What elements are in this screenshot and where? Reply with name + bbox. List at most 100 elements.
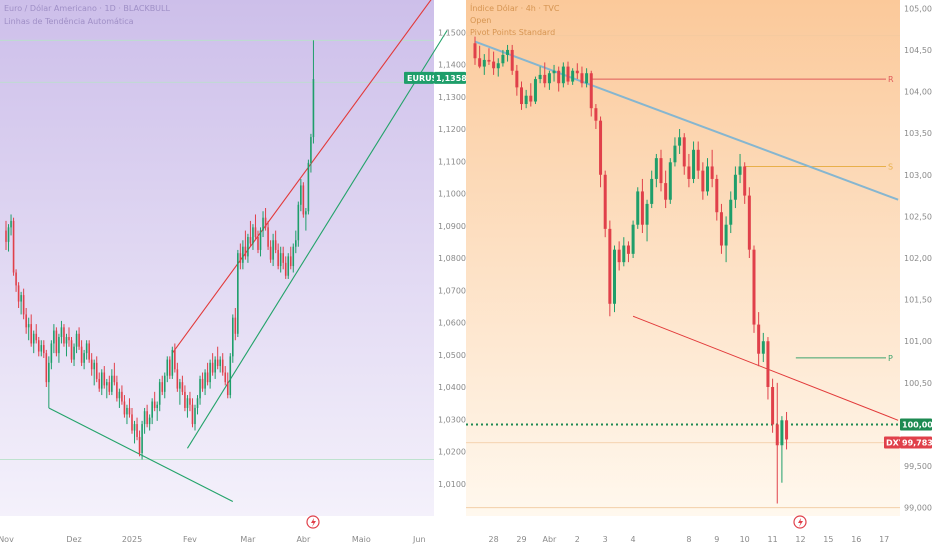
candle-body — [229, 356, 232, 396]
candle-body — [557, 70, 561, 84]
lightning-icon[interactable] — [306, 515, 320, 529]
candle — [143, 407, 146, 434]
time-scale[interactable]: Nov Dez 2025 Fev Mar Abr Maio Jun — [0, 535, 426, 544]
candle-body — [153, 401, 156, 408]
candle-body — [108, 382, 111, 392]
candle — [613, 245, 616, 313]
candle — [482, 54, 486, 75]
candle — [543, 62, 547, 88]
candle — [603, 170, 607, 238]
candle-body — [73, 346, 75, 360]
candle-body — [547, 73, 551, 84]
trendline-descending-support[interactable] — [632, 315, 899, 421]
candle-body — [111, 375, 113, 392]
candle — [43, 340, 45, 358]
candle-body — [757, 324, 761, 354]
candle-body — [103, 372, 106, 386]
chart-title: Índice Dólar · 4h · TVC — [470, 2, 560, 13]
candle — [297, 201, 300, 247]
pivot-label: S — [888, 162, 893, 171]
candle-body — [75, 333, 78, 347]
candle-body — [80, 346, 83, 363]
time-tick-label: Abr — [296, 535, 311, 544]
last-price-box — [434, 71, 466, 84]
price-scale[interactable]: 1,15000 1,14000 1,13000 1,12000 1,11000 1,100… — [438, 28, 466, 489]
candle — [146, 404, 148, 428]
candle-body — [292, 246, 295, 267]
candle — [17, 282, 20, 308]
candle — [176, 362, 179, 392]
candle — [95, 356, 98, 383]
candle — [510, 44, 514, 75]
candle-body — [252, 227, 254, 244]
candle-body — [35, 333, 38, 341]
candle — [179, 378, 181, 405]
time-tick-label: 2025 — [122, 535, 142, 544]
candle-body — [226, 382, 229, 396]
candle-body — [32, 333, 35, 344]
candle — [15, 269, 17, 292]
time-scale[interactable]: 28 29 Abr 2 3 4 8 9 10 11 12 15 16 17 — [489, 535, 890, 544]
candle — [5, 220, 7, 250]
trendline-lower-wedge[interactable] — [48, 407, 234, 502]
candle-body — [186, 398, 189, 408]
price-tick-label: 105,000 — [904, 4, 932, 13]
price-tick-label: 1,05000 — [438, 351, 466, 360]
candle — [696, 141, 700, 179]
lightning-icon[interactable] — [793, 515, 807, 529]
candle — [206, 362, 209, 386]
candle — [761, 332, 765, 363]
price-tick-label: 103,500 — [904, 129, 932, 138]
candle-body — [151, 401, 153, 418]
candle-body — [70, 340, 73, 360]
candle-body — [771, 387, 775, 425]
candle-body — [715, 178, 719, 213]
candle-body — [664, 183, 668, 200]
candle-body — [580, 73, 584, 84]
eurusd-chart-panel[interactable]: 1,15000 1,14000 1,13000 1,12000 1,11000 1,100… — [0, 0, 466, 550]
candle-body — [232, 317, 234, 357]
candle — [247, 233, 249, 263]
candle — [757, 312, 761, 367]
candle — [277, 243, 279, 270]
candle — [743, 162, 747, 204]
reference-price: 100,000 — [902, 420, 932, 429]
eurusd-chart-svg[interactable]: 1,15000 1,14000 1,13000 1,12000 1,11000 1,100… — [0, 0, 466, 550]
dxy-chart-svg[interactable]: R S P 105,000 104,500 104,000 103,500 103,000 1… — [466, 0, 932, 550]
dxy-chart-panel[interactable]: R S P 105,000 104,500 104,000 103,500 103,000 1… — [466, 0, 932, 550]
trendline-upper-channel[interactable] — [171, 0, 434, 354]
candle — [229, 353, 232, 399]
candle-body — [538, 74, 542, 80]
price-tick-label: 101,000 — [904, 337, 932, 346]
candle — [259, 227, 262, 257]
candle — [599, 116, 603, 188]
candle-body — [608, 228, 612, 304]
candle — [156, 401, 158, 421]
candle-body — [752, 249, 756, 325]
candle — [310, 133, 312, 173]
trendline-descending-resistance[interactable] — [474, 40, 899, 201]
candle-body — [12, 220, 15, 273]
candle — [473, 36, 477, 65]
candle — [706, 158, 709, 196]
candle-body — [733, 174, 737, 200]
candle — [780, 416, 784, 483]
dxy-price-tag: DXY 99,783 — [884, 436, 932, 449]
candle-body — [234, 317, 237, 334]
candle — [487, 48, 491, 65]
candle — [524, 89, 528, 109]
candle-body — [191, 404, 194, 425]
candle — [682, 133, 686, 175]
candle — [622, 237, 626, 267]
candle — [747, 187, 751, 258]
candle — [738, 153, 742, 184]
candle-body — [166, 359, 169, 376]
candle-body — [244, 246, 247, 257]
candle-body — [575, 70, 579, 74]
candle-body — [300, 185, 302, 205]
candle-body — [90, 359, 93, 370]
candle-body — [766, 341, 770, 387]
candle — [237, 249, 239, 338]
candle — [636, 187, 640, 229]
candle-body — [63, 327, 65, 344]
